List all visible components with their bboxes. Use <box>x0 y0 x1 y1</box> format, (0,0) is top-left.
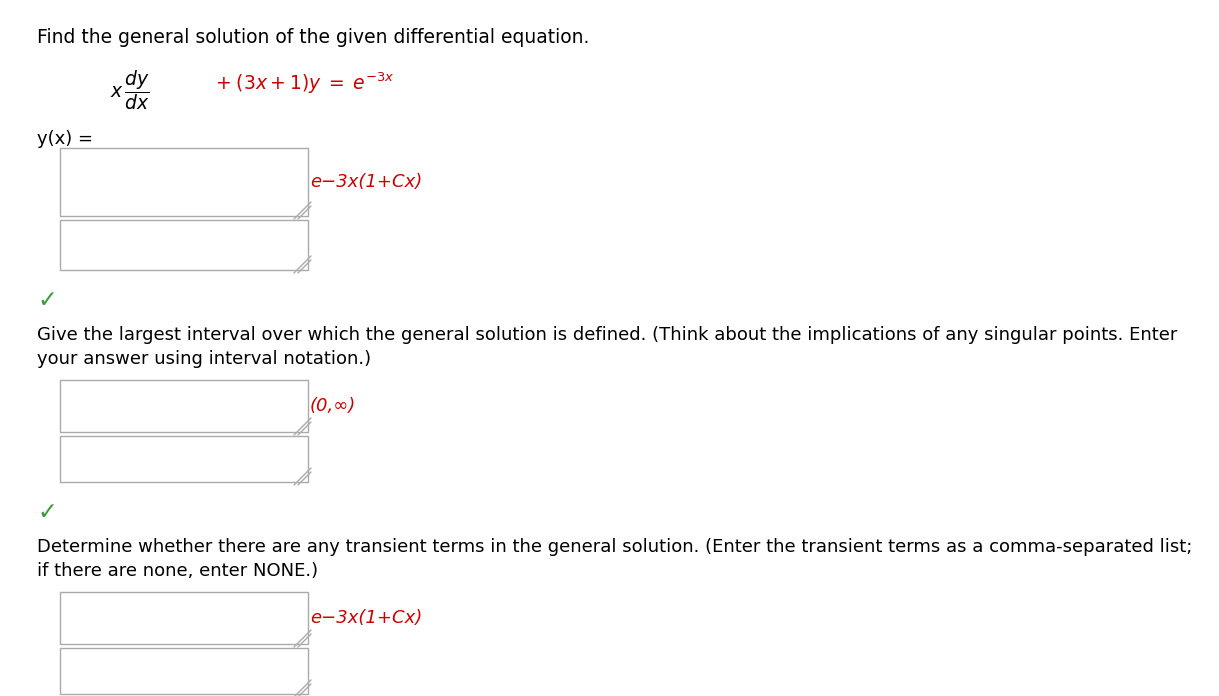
Bar <box>60 436 308 482</box>
Text: ✓: ✓ <box>37 288 57 312</box>
Text: Find the general solution of the given differential equation.: Find the general solution of the given d… <box>37 28 589 47</box>
Text: e−3x(1+Cx): e−3x(1+Cx) <box>310 609 422 627</box>
Text: Determine whether there are any transient terms in the general solution. (Enter : Determine whether there are any transien… <box>37 538 1192 556</box>
Text: your answer using interval notation.): your answer using interval notation.) <box>37 350 371 368</box>
Bar <box>60 648 308 694</box>
Text: Give the largest interval over which the general solution is defined. (Think abo: Give the largest interval over which the… <box>37 326 1178 344</box>
Text: (0,∞): (0,∞) <box>310 397 356 415</box>
Bar <box>60 380 308 432</box>
Text: ✓: ✓ <box>37 500 57 524</box>
Bar <box>60 148 308 216</box>
Text: e−3x(1+Cx): e−3x(1+Cx) <box>310 173 422 191</box>
Text: $+\;(3x+1)y\;=\;e^{-3x}$: $+\;(3x+1)y\;=\;e^{-3x}$ <box>215 70 394 96</box>
Text: y(x) =: y(x) = <box>37 130 93 148</box>
Bar <box>60 220 308 270</box>
Text: if there are none, enter NONE.): if there are none, enter NONE.) <box>37 562 318 580</box>
Bar <box>60 592 308 644</box>
Text: $x\,\dfrac{dy}{dx}$: $x\,\dfrac{dy}{dx}$ <box>110 68 150 112</box>
